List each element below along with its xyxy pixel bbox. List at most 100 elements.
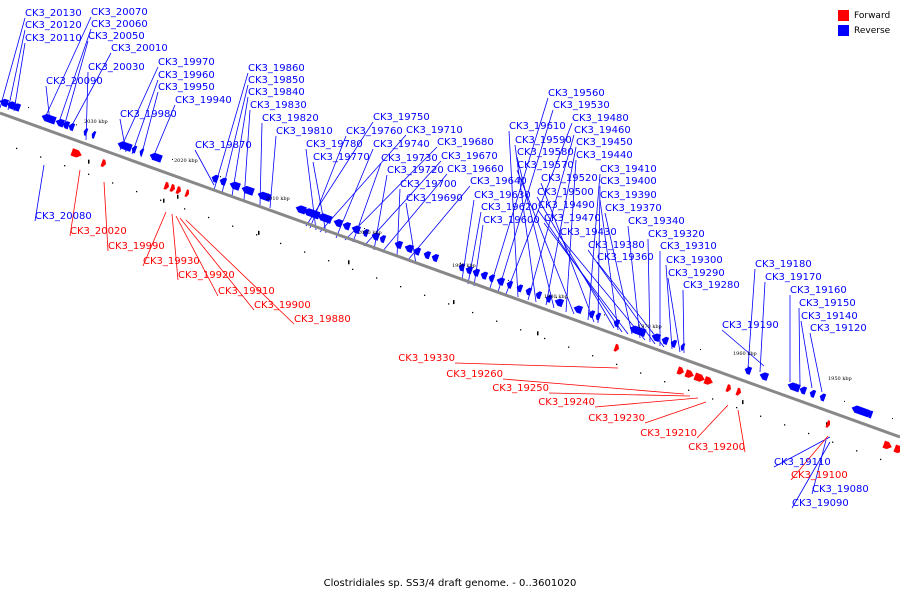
reverse-gene-label: CK3_19780 xyxy=(306,139,363,150)
reverse-gene xyxy=(41,113,57,125)
tick-dot xyxy=(88,173,90,175)
reverse-gene xyxy=(670,339,678,348)
reverse-gene xyxy=(12,103,22,112)
tick-dot xyxy=(880,458,882,461)
reverse-gene-label: CK3_19170 xyxy=(765,272,822,283)
scale-labels: 2030 kbp 2020 kbp 2010 kbp 2000 kbp 1990 kbp… xyxy=(84,119,852,382)
leader-line xyxy=(34,164,45,222)
tick-dot xyxy=(700,349,701,350)
reverse-gene xyxy=(799,386,808,395)
leader-line xyxy=(596,261,665,348)
reverse-gene xyxy=(496,277,506,286)
leader-line xyxy=(57,28,92,126)
forward-gene xyxy=(725,384,732,392)
leader-line xyxy=(131,79,159,155)
tick-dot xyxy=(808,432,810,435)
leader-line xyxy=(175,215,219,297)
tick-dot xyxy=(856,450,858,452)
reverse-gene xyxy=(516,284,524,293)
reverse-gene-label: CK3_19500 xyxy=(537,187,594,198)
tick-dot xyxy=(556,297,557,299)
reverse-gene-label: CK3_19570 xyxy=(517,160,574,171)
reverse-gene-label: CK3_19140 xyxy=(801,311,858,322)
reverse-gene xyxy=(413,247,422,256)
forward-gene-label: CK3_19920 xyxy=(178,270,235,281)
reverse-gene xyxy=(488,274,496,283)
genome-backbone xyxy=(0,111,900,439)
forward-gene-label: CK3_19880 xyxy=(294,314,351,325)
reverse-gene-label: CK3_19980 xyxy=(120,109,177,120)
leader-line xyxy=(800,320,813,389)
reverse-gene-label: CK3_20060 xyxy=(91,19,148,30)
leader-line xyxy=(811,439,827,495)
scale-label: 2000 kbp xyxy=(358,230,382,236)
reverse-gene xyxy=(131,145,138,154)
reverse-gene-label: CK3_19970 xyxy=(158,57,215,68)
reverse-gene xyxy=(351,225,362,235)
leader-line xyxy=(381,173,448,253)
scale-label: 2020 kbp xyxy=(174,158,198,164)
leader-line xyxy=(69,52,112,130)
reverse-gene xyxy=(83,128,89,136)
reverse-gene-label: CK3_19400 xyxy=(600,176,657,187)
leader-line xyxy=(599,199,619,331)
tick-dot xyxy=(472,311,474,314)
reverse-gene xyxy=(317,213,333,224)
tick-dot xyxy=(604,314,605,316)
forward-gene-label: CK3_19250 xyxy=(492,383,549,394)
tick-dot xyxy=(496,320,498,322)
forward-gene xyxy=(882,440,892,450)
reverse-gene-label: CK3_19660 xyxy=(447,164,504,175)
tick-dot xyxy=(568,346,570,348)
reverse-gene-label: CK3_19730 xyxy=(381,153,438,164)
reverse-gene xyxy=(371,232,381,241)
leader-line xyxy=(559,236,646,341)
tick-dot xyxy=(544,337,546,340)
reverse-gene-label: CK3_19860 xyxy=(248,63,305,74)
reverse-gene-label: CK3_19870 xyxy=(195,140,252,151)
leader-line xyxy=(627,225,641,339)
tick-dot xyxy=(376,277,378,279)
reverse-gene-label: CK3_20010 xyxy=(111,43,168,54)
leader-line xyxy=(103,181,109,252)
forward-gene-label: CK3_19230 xyxy=(588,413,645,424)
tick-dot xyxy=(640,372,642,374)
reverse-gene xyxy=(458,263,466,272)
reverse-gene xyxy=(535,291,543,300)
forward-gene xyxy=(693,372,705,382)
leader-line xyxy=(548,392,691,397)
forward-gene-label: CK3_19210 xyxy=(640,428,697,439)
reverse-gene-label: CK3_19670 xyxy=(441,151,498,162)
leader-line xyxy=(790,435,829,481)
leader-line xyxy=(737,409,746,453)
tick-dot xyxy=(844,400,845,402)
forward-gene xyxy=(735,387,742,396)
reverse-gene xyxy=(423,251,432,260)
reverse-gene xyxy=(759,372,770,381)
forward-gene-label: CK3_19990 xyxy=(108,241,165,252)
tick-dot xyxy=(892,418,893,420)
leader-line xyxy=(516,156,555,309)
legend-reverse: Reverse xyxy=(838,23,890,38)
reverse-gene-label: CK3_19190 xyxy=(722,320,779,331)
reverse-gene xyxy=(588,310,596,319)
reverse-gene-label: CK3_19120 xyxy=(810,323,867,334)
scale-label: 1980 kbp xyxy=(544,294,568,300)
reverse-gene-label: CK3_20050 xyxy=(88,31,145,42)
reverse-gene-label: CK3_19950 xyxy=(158,82,215,93)
leader-line xyxy=(221,84,249,194)
reverse-gene-label: CK3_19630 xyxy=(474,190,531,201)
tick-dot xyxy=(748,366,749,368)
reverse-gene xyxy=(506,280,514,289)
tick-dot xyxy=(448,303,450,305)
reverse-gene-label: CK3_19180 xyxy=(755,259,812,270)
forward-gene-label: CK3_19910 xyxy=(218,286,275,297)
leader-line xyxy=(594,397,699,408)
leader-line xyxy=(516,169,575,315)
reverse-gene xyxy=(342,222,352,231)
leader-line xyxy=(587,249,656,345)
leader-line xyxy=(0,17,26,109)
scale-label: 1960 kbp xyxy=(733,351,757,357)
reverse-gene-label: CK3_19360 xyxy=(597,252,654,263)
marker xyxy=(742,400,744,405)
